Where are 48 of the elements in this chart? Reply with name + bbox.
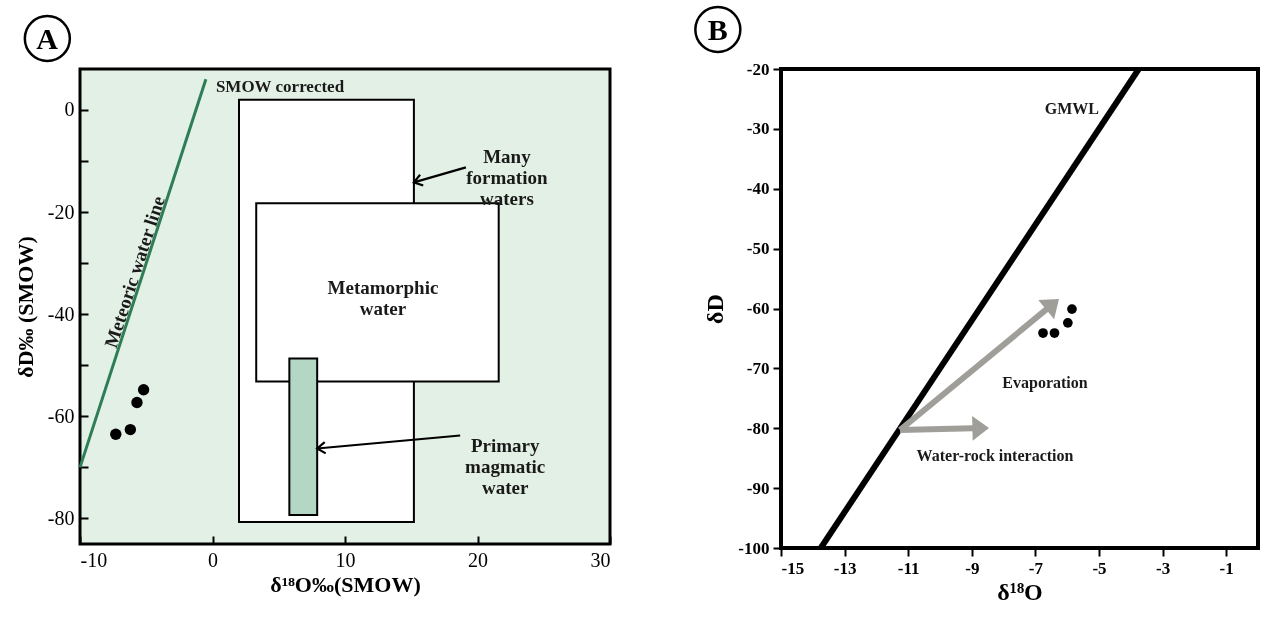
annotation: Evaporation	[1002, 374, 1088, 392]
x-axis-title: δ¹⁸O‰(SMOW)	[270, 571, 421, 597]
point	[131, 396, 143, 409]
y-tick-label: -40	[47, 302, 75, 325]
chart-title: A	[36, 22, 59, 55]
x-tick-label: -1	[1219, 558, 1234, 578]
chart-title: B	[707, 13, 728, 46]
y-tick-label: -80	[47, 506, 75, 529]
point	[1062, 318, 1073, 328]
y-tick-label: -40	[746, 179, 770, 199]
point	[1067, 304, 1077, 314]
y-axis-title: δD‰ (SMOW)	[12, 236, 38, 378]
x-tick-label: -5	[1092, 558, 1107, 578]
annotation: Metamorphic water	[327, 277, 439, 319]
x-tick-label: -9	[965, 558, 980, 578]
x-tick-label: 10	[335, 548, 356, 571]
point	[1049, 328, 1060, 338]
x-tick-label: -15	[781, 558, 805, 578]
x-axis-title: δ¹⁸O	[997, 578, 1043, 605]
y-axis-title: δD	[702, 294, 729, 324]
x-tick-label: -3	[1156, 558, 1171, 578]
point	[110, 428, 122, 440]
y-tick-label: 0	[64, 98, 75, 121]
point	[137, 384, 150, 396]
y-tick-label: -50	[746, 239, 770, 259]
annotation: SMOW corrected	[215, 77, 345, 97]
annotation: Many formation waters	[466, 146, 548, 210]
y-tick-label: -100	[738, 538, 770, 558]
y-tick-label: -30	[746, 119, 770, 139]
y-tick-label: -20	[746, 59, 770, 79]
y-tick-label: -80	[746, 418, 770, 438]
x-tick-label: -13	[833, 558, 857, 578]
annotation: Water-rock interaction	[916, 447, 1074, 464]
y-tick-label: -60	[746, 299, 770, 318]
x-tick-label: -10	[80, 548, 108, 571]
point	[124, 423, 137, 436]
x-tick-label: 0	[208, 548, 218, 571]
x-tick-label: -7	[1028, 558, 1044, 578]
annotation: GMWL	[1044, 99, 1100, 117]
y-tick-label: -60	[47, 404, 75, 427]
y-tick-label: -70	[746, 358, 770, 378]
x-tick-label: -11	[897, 558, 920, 578]
annotation: Primary magmatic water	[465, 435, 546, 499]
y-tick-label: -90	[746, 478, 770, 498]
x-tick-label: 30	[590, 548, 611, 571]
point	[1038, 328, 1048, 338]
x-tick-label: 20	[468, 548, 488, 571]
y-tick-label: -20	[47, 200, 75, 223]
